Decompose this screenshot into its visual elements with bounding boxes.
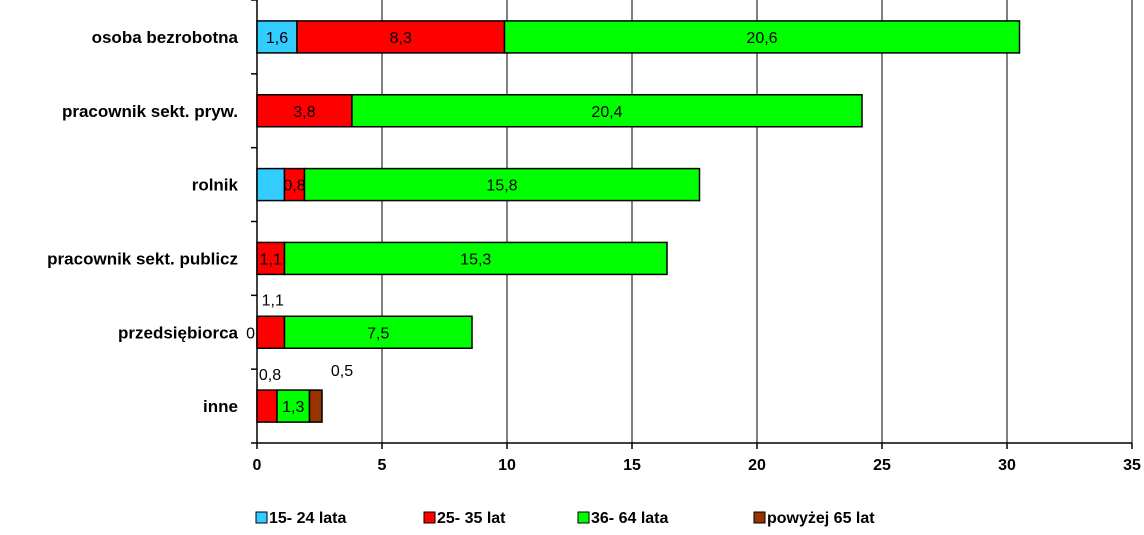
bar-segment bbox=[256, 94, 353, 128]
data-label: 1,1 bbox=[262, 292, 284, 309]
data-label: 20,6 bbox=[746, 30, 777, 47]
x-tick-label: 35 bbox=[1123, 457, 1141, 474]
bar-segment bbox=[256, 315, 286, 349]
legend-swatch bbox=[423, 511, 436, 524]
category-label: rolnik bbox=[192, 176, 239, 195]
legend-swatch bbox=[577, 511, 590, 524]
data-label: 0 bbox=[246, 325, 255, 342]
data-label: 0,8 bbox=[259, 367, 281, 384]
legend-label: 25- 35 lat bbox=[437, 510, 506, 527]
data-label: 15,3 bbox=[460, 251, 491, 268]
legend-swatch bbox=[753, 511, 766, 524]
bar-segment bbox=[283, 315, 473, 349]
data-label: 1,3 bbox=[282, 399, 304, 416]
data-label: 20,4 bbox=[591, 104, 622, 121]
bar-segment bbox=[503, 20, 1021, 54]
data-label: 15,8 bbox=[486, 178, 517, 195]
x-tick-label: 30 bbox=[998, 457, 1016, 474]
category-label: osoba bezrobotna bbox=[92, 28, 239, 47]
x-tick-label: 15 bbox=[623, 457, 641, 474]
category-label: pracownik sekt. pryw. bbox=[62, 102, 238, 121]
bar-segment bbox=[256, 167, 286, 202]
legend-swatch bbox=[255, 511, 268, 524]
data-label: 7,5 bbox=[367, 325, 389, 342]
category-label: pracownik sekt. publicz bbox=[47, 249, 238, 268]
bar-segment bbox=[276, 389, 311, 423]
legend-label: 15- 24 lata bbox=[269, 510, 346, 527]
data-label: 3,8 bbox=[293, 104, 315, 121]
bar-segment bbox=[296, 20, 506, 54]
x-tick-label: 20 bbox=[748, 457, 766, 474]
bar-segment bbox=[308, 389, 323, 423]
x-tick-label: 25 bbox=[873, 457, 891, 474]
data-label: 8,3 bbox=[390, 30, 412, 47]
data-label: 0,8 bbox=[283, 178, 305, 195]
bar-segment bbox=[351, 94, 863, 128]
category-label: inne bbox=[203, 397, 238, 416]
bar-segment bbox=[256, 20, 298, 54]
x-tick-label: 0 bbox=[253, 457, 262, 474]
x-tick-label: 5 bbox=[378, 457, 387, 474]
data-label: 1,1 bbox=[260, 251, 282, 268]
data-label: 1,6 bbox=[266, 30, 288, 47]
bar-segment bbox=[283, 241, 668, 276]
bar-segment bbox=[256, 389, 278, 423]
legend-label: 36- 64 lata bbox=[591, 510, 668, 527]
bar-segment bbox=[256, 241, 286, 276]
data-label: 0,5 bbox=[331, 363, 353, 380]
category-label: przedsiębiorca bbox=[118, 323, 239, 342]
legend-label: powyżej 65 lat bbox=[767, 510, 875, 527]
x-tick-label: 10 bbox=[498, 457, 516, 474]
bar-segment bbox=[303, 167, 701, 202]
